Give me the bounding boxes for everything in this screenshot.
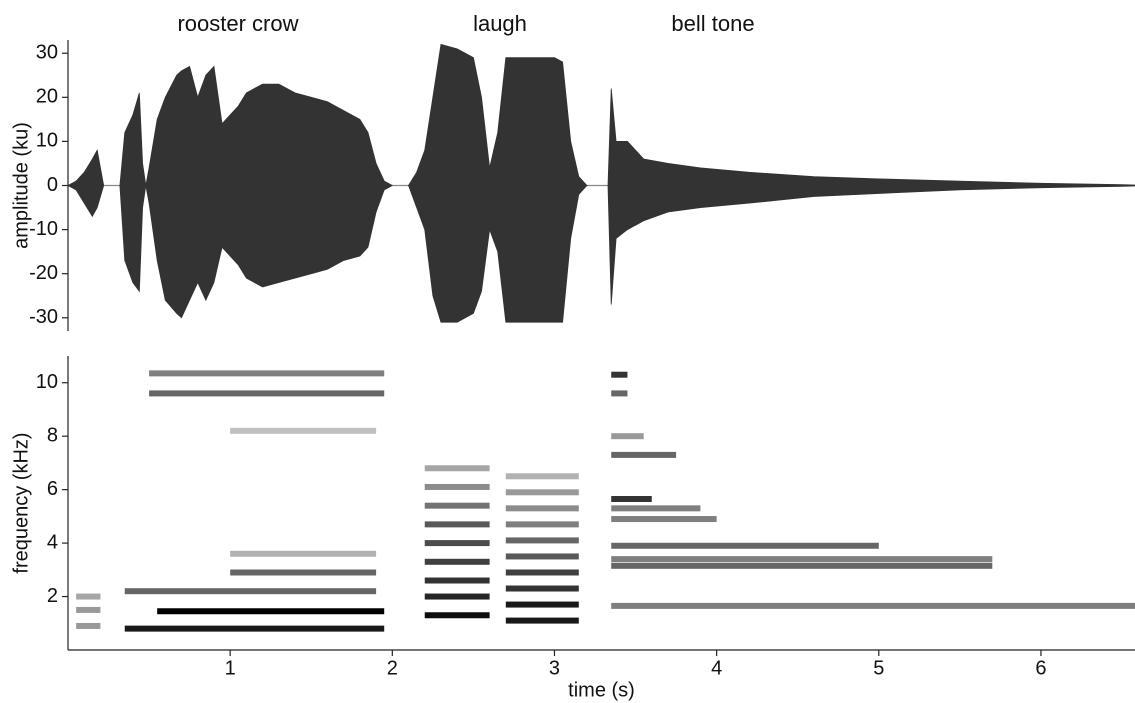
y-tick-label: 10 bbox=[36, 371, 58, 393]
harmonic-band bbox=[611, 556, 993, 563]
harmonic-band bbox=[611, 505, 701, 512]
waveform-lower bbox=[407, 185, 588, 323]
harmonic-band bbox=[505, 537, 579, 544]
y-tick-label: 2 bbox=[47, 585, 58, 607]
x-tick-label: 3 bbox=[549, 657, 560, 679]
harmonic-band bbox=[505, 521, 579, 528]
harmonic-band bbox=[230, 427, 377, 434]
waveform-lower bbox=[67, 185, 105, 218]
x-tick-label: 1 bbox=[225, 657, 236, 679]
harmonic-band bbox=[124, 625, 385, 632]
annotation: laugh bbox=[473, 11, 527, 36]
harmonic-band bbox=[505, 585, 579, 592]
x-tick-label: 6 bbox=[1035, 657, 1046, 679]
harmonic-band bbox=[505, 489, 579, 496]
harmonic-band bbox=[76, 606, 101, 613]
x-axis-label: time (s) bbox=[568, 679, 635, 701]
harmonic-band bbox=[157, 608, 385, 615]
harmonic-band bbox=[149, 370, 385, 377]
annotation: bell tone bbox=[671, 11, 754, 36]
harmonic-band bbox=[424, 593, 490, 600]
waveform-lower bbox=[607, 185, 1135, 305]
y-tick-label: 30 bbox=[36, 42, 58, 64]
x-tick-label: 4 bbox=[711, 657, 722, 679]
y-tick-label: -10 bbox=[29, 218, 58, 240]
harmonic-band bbox=[76, 622, 101, 629]
harmonic-band bbox=[611, 371, 628, 378]
harmonic-band bbox=[424, 612, 490, 619]
y-tick-label: 0 bbox=[47, 174, 58, 196]
harmonic-band bbox=[424, 558, 490, 565]
y-tick-label: 6 bbox=[47, 478, 58, 500]
harmonic-band bbox=[424, 540, 490, 547]
y-axis-label: amplitude (ku) bbox=[10, 122, 32, 249]
harmonic-band bbox=[149, 390, 385, 397]
harmonic-band bbox=[611, 495, 652, 502]
harmonic-band bbox=[505, 473, 579, 480]
harmonic-band bbox=[611, 602, 1135, 609]
y-tick-label: 8 bbox=[47, 424, 58, 446]
y-axis-label: frequency (kHz) bbox=[10, 432, 32, 573]
y-tick-label: 4 bbox=[47, 531, 58, 553]
harmonic-band bbox=[611, 433, 644, 440]
harmonic-band bbox=[505, 617, 579, 624]
harmonic-band bbox=[230, 569, 377, 576]
y-tick-label: 10 bbox=[36, 130, 58, 152]
harmonic-band bbox=[424, 521, 490, 528]
harmonic-band bbox=[124, 588, 377, 595]
waveform-upper bbox=[407, 43, 588, 186]
harmonic-band bbox=[76, 593, 101, 600]
harmonic-band bbox=[424, 465, 490, 472]
annotation: rooster crow bbox=[177, 11, 298, 36]
harmonic-band bbox=[424, 483, 490, 490]
harmonic-band bbox=[611, 542, 879, 549]
waveform-lower bbox=[119, 185, 393, 319]
waveform-upper bbox=[119, 65, 393, 186]
harmonic-band bbox=[424, 577, 490, 584]
x-tick-label: 5 bbox=[873, 657, 884, 679]
waveform-upper bbox=[67, 149, 105, 186]
harmonic-band bbox=[505, 553, 579, 560]
harmonic-band bbox=[611, 562, 993, 569]
waveform-upper bbox=[607, 88, 1135, 186]
harmonic-band bbox=[505, 505, 579, 512]
harmonic-band bbox=[611, 516, 717, 523]
harmonic-band bbox=[611, 390, 628, 397]
y-tick-label: -30 bbox=[29, 306, 58, 328]
harmonic-band bbox=[505, 569, 579, 576]
harmonic-band bbox=[424, 502, 490, 509]
harmonic-band bbox=[230, 550, 377, 557]
y-tick-label: -20 bbox=[29, 262, 58, 284]
harmonic-band bbox=[611, 451, 677, 458]
y-tick-label: 20 bbox=[36, 86, 58, 108]
harmonic-band bbox=[505, 601, 579, 608]
x-tick-label: 2 bbox=[387, 657, 398, 679]
